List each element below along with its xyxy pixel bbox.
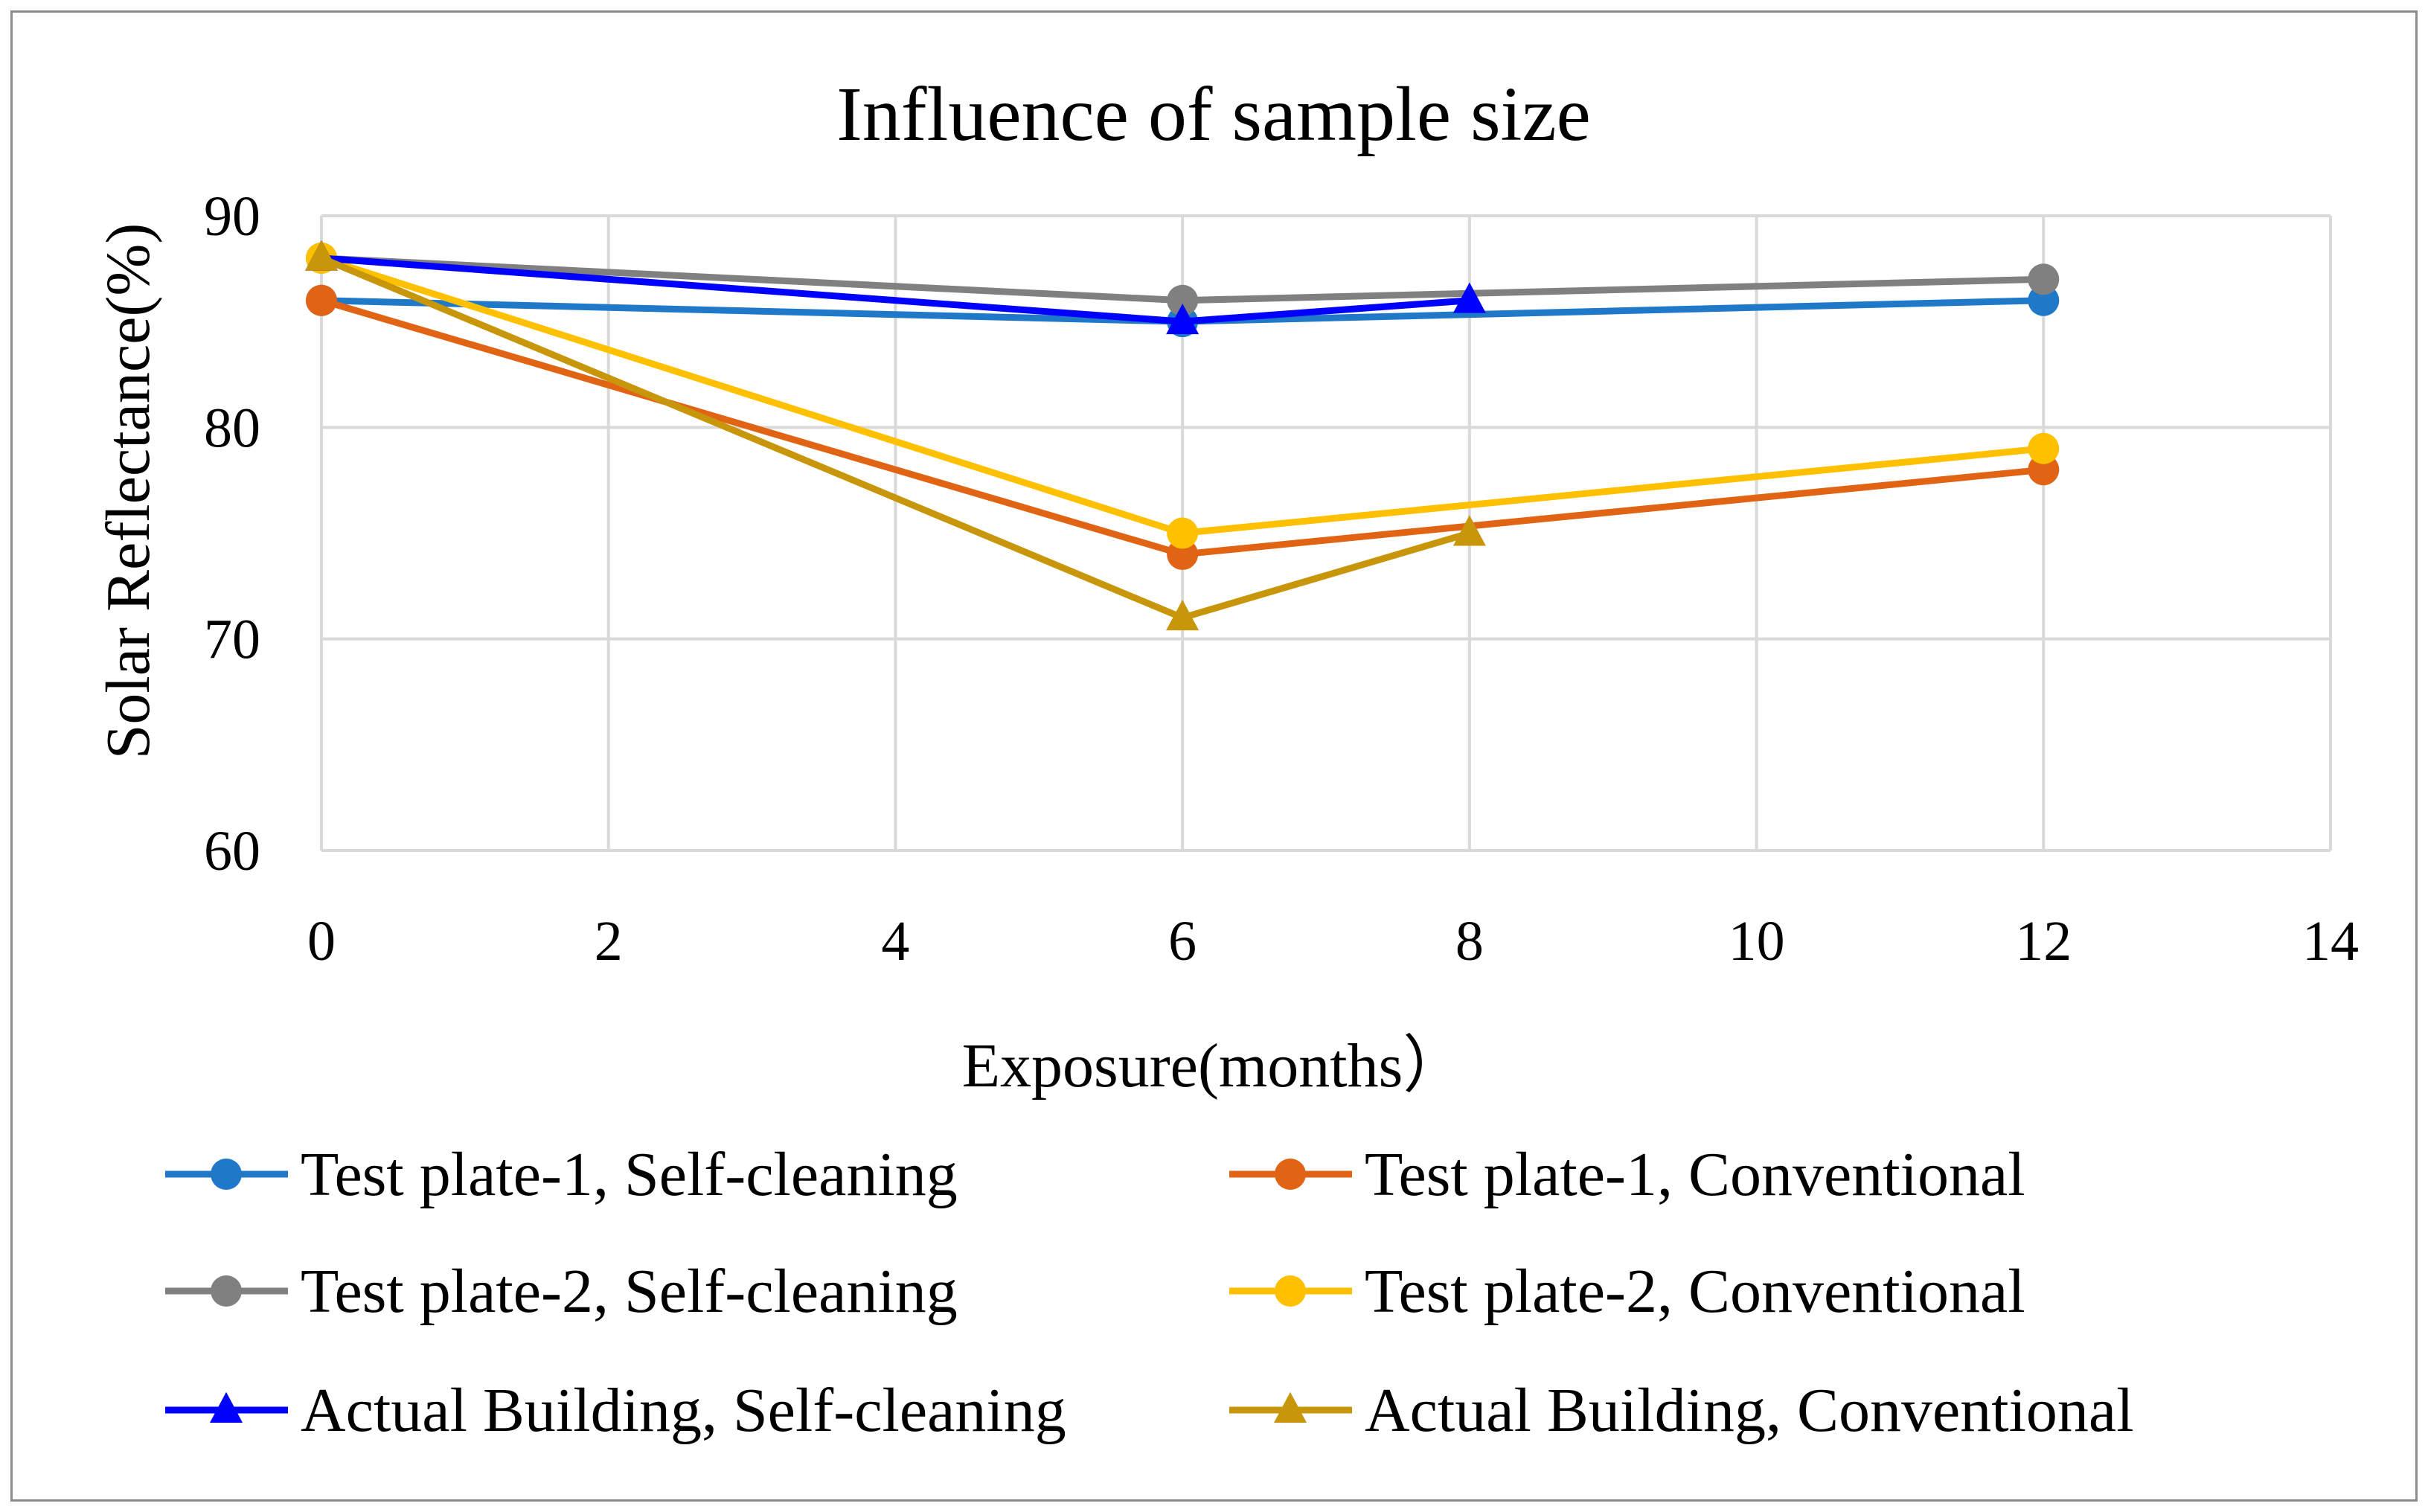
- y-tick-label: 80: [204, 397, 260, 459]
- x-tick-label: 6: [1168, 910, 1197, 973]
- data-point: [1166, 600, 1199, 631]
- legend-item: Test plate-2, Self-cleaning: [165, 1257, 958, 1326]
- data-point: [305, 240, 338, 271]
- legend-marker: [210, 1391, 243, 1423]
- legend-item: Actual Building, Self-cleaning: [165, 1376, 1066, 1445]
- data-point: [1166, 303, 1199, 335]
- legend-marker: [1275, 1275, 1306, 1307]
- legend-marker: [1274, 1391, 1307, 1423]
- chart-title: Influence of sample size: [836, 71, 1591, 157]
- legend-item: Test plate-1, Conventional: [1229, 1140, 2025, 1209]
- legend-item: Test plate-1, Self-cleaning: [165, 1140, 958, 1209]
- x-tick-label: 14: [2302, 910, 2359, 973]
- x-tick-label: 0: [307, 910, 336, 973]
- legend: Test plate-1, Self-cleaning Test plate-1,…: [165, 1140, 2134, 1445]
- chart-frame: [10, 10, 2418, 1502]
- x-tick-label: 2: [595, 910, 623, 973]
- legend-marker: [1275, 1159, 1306, 1190]
- x-tick-label: 8: [1455, 910, 1484, 973]
- data-point: [1452, 282, 1486, 313]
- x-axis-label: Exposure(months）: [962, 1031, 1466, 1101]
- legend-label: Actual Building, Conventional: [1365, 1376, 2134, 1445]
- x-tick-label: 10: [1729, 910, 1785, 973]
- data-point: [2028, 432, 2060, 464]
- legend-label: Test plate-2, Self-cleaning: [301, 1257, 958, 1326]
- grid: [320, 214, 2332, 852]
- data-point: [1167, 517, 1199, 549]
- legend-item: Actual Building, Conventional: [1229, 1376, 2134, 1445]
- x-tick-label: 12: [2015, 910, 2072, 973]
- series-1: [306, 284, 2060, 570]
- y-axis-label: Solar Reflectance(%): [94, 223, 163, 760]
- legend-marker: [211, 1275, 242, 1307]
- tick-labels: 0 2 4 6 8 10 12 14 60 70 80 90: [204, 185, 2359, 973]
- y-tick-label: 70: [204, 609, 260, 671]
- data-point: [1452, 515, 1486, 546]
- series-5: [305, 240, 1486, 631]
- y-tick-label: 90: [204, 185, 260, 248]
- legend-label: Test plate-1, Self-cleaning: [301, 1140, 958, 1209]
- data-point: [2028, 263, 2060, 295]
- data-point: [1167, 284, 1199, 316]
- data-point: [306, 284, 337, 316]
- series-lines: [305, 240, 2060, 631]
- legend-label: Actual Building, Self-cleaning: [301, 1376, 1066, 1445]
- y-tick-label: 60: [204, 820, 260, 882]
- legend-item: Test plate-2, Conventional: [1229, 1257, 2025, 1326]
- legend-label: Test plate-1, Conventional: [1365, 1140, 2025, 1209]
- x-tick-label: 4: [881, 910, 909, 973]
- legend-marker: [211, 1159, 242, 1190]
- legend-label: Test plate-2, Conventional: [1365, 1257, 2025, 1326]
